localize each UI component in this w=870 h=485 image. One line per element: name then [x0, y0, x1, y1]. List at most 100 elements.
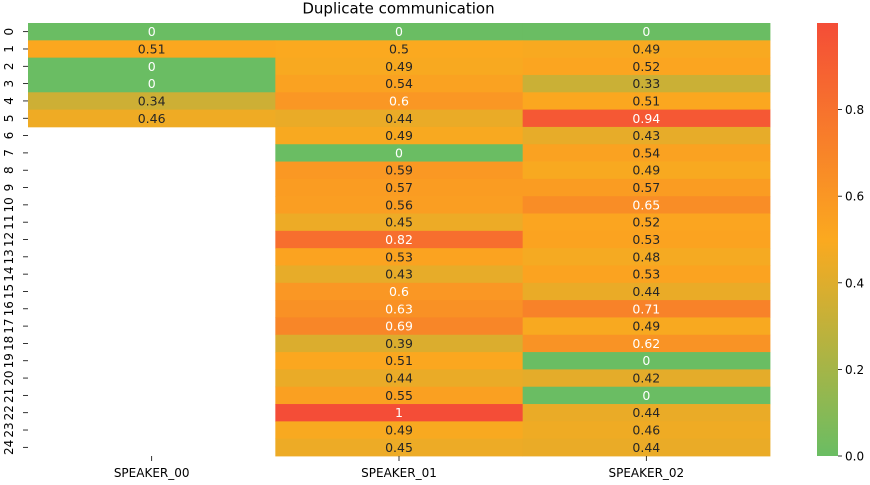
heatmap-cell	[522, 438, 771, 457]
heatmap-cell	[522, 248, 771, 266]
heatmap-cell	[275, 404, 524, 422]
cell-value-label: 0.65	[632, 197, 660, 212]
y-tick-label: 6	[2, 132, 16, 140]
heatmap-cell	[522, 109, 771, 128]
y-tick-label: 19	[2, 353, 16, 368]
cell-value-label: 0.94	[632, 111, 660, 126]
cell-value-label: 0.54	[385, 76, 413, 91]
heatmap-cell	[522, 265, 771, 284]
heatmap-cell	[522, 282, 771, 301]
cell-value-label: 0.46	[138, 111, 166, 126]
cell-value-label: 0.49	[632, 163, 660, 178]
cell-value-label: 0.53	[632, 267, 660, 282]
cell-value-label: 0	[642, 388, 650, 403]
heatmap-cell	[522, 213, 771, 232]
heatmap-cell	[275, 282, 524, 301]
heatmap-cell	[522, 369, 771, 388]
heatmap-cell	[522, 196, 771, 214]
heatmap-cell	[275, 178, 524, 197]
cell-value-label: 0.44	[632, 284, 660, 299]
cell-value-label: 0.57	[385, 180, 413, 195]
y-tick-label: 2	[2, 62, 16, 70]
heatmap-cell	[522, 334, 771, 353]
cell-value-label: 0.62	[632, 336, 660, 351]
heatmap-cell	[522, 178, 771, 197]
heatmap-cell	[275, 369, 524, 388]
y-tick-label: 22	[2, 405, 16, 420]
y-tick-label: 16	[2, 301, 16, 316]
heatmap-cell	[522, 352, 771, 370]
cell-value-label: 0.71	[632, 301, 660, 316]
y-tick-label: 10	[2, 197, 16, 212]
y-tick-label: 0	[2, 28, 16, 36]
cell-value-label: 0.6	[389, 93, 409, 108]
cell-value-label: 0.51	[138, 41, 166, 56]
heatmap-cell	[522, 57, 771, 76]
cell-value-label: 0.51	[632, 93, 660, 108]
y-tick-label: 14	[2, 266, 16, 281]
heatmap-cell	[522, 300, 771, 318]
colorbar	[817, 23, 838, 456]
y-tick-label: 7	[2, 149, 16, 157]
cell-value-label: 0	[395, 24, 403, 39]
cell-value-label: 0.44	[385, 111, 413, 126]
heatmap-cell	[28, 109, 276, 128]
y-tick-label: 18	[2, 336, 16, 351]
y-tick-label: 8	[2, 166, 16, 174]
y-tick-label: 17	[2, 318, 16, 333]
heatmap-cell	[275, 126, 524, 145]
cell-value-label: 0.82	[385, 232, 413, 247]
heatmap-cell	[275, 352, 524, 370]
chart-title: Duplicate communication	[302, 0, 494, 18]
x-axis-ticks: SPEAKER_00 SPEAKER_01 SPEAKER_02	[114, 456, 684, 480]
heatmap-cell	[275, 421, 524, 440]
cell-value-label: 0.44	[632, 405, 660, 420]
heatmap-cell	[28, 57, 276, 76]
heatmap-cell	[275, 161, 524, 180]
cell-value-label: 0	[148, 59, 156, 74]
cell-value-label: 0.45	[385, 215, 413, 230]
cell-value-label: 0.44	[632, 440, 660, 455]
cell-value-label: 0.5	[389, 41, 409, 56]
x-tick-label: SPEAKER_01	[361, 466, 437, 480]
heatmap-cell	[275, 40, 524, 59]
y-tick-label: 9	[2, 184, 16, 192]
heatmap-cell	[275, 92, 524, 110]
cell-value-label: 1	[395, 405, 403, 420]
heatmap-cell	[275, 74, 524, 93]
cell-value-label: 0.6	[389, 284, 409, 299]
cell-value-label: 0.49	[385, 59, 413, 74]
cell-value-label: 0	[148, 24, 156, 39]
x-tick-label: SPEAKER_00	[114, 466, 190, 480]
cell-value-label: 0.57	[632, 180, 660, 195]
heatmap-cell	[275, 23, 524, 41]
heatmap-cell	[28, 92, 276, 110]
heatmap-cell	[522, 92, 771, 110]
cell-value-label: 0	[642, 353, 650, 368]
heatmap-cell	[522, 23, 771, 41]
cell-value-label: 0.56	[385, 197, 413, 212]
heatmap-cell	[275, 317, 524, 336]
colorbar-ticks: 0.0 0.2 0.4 0.6 0.8	[838, 103, 864, 464]
cell-value-label: 0.33	[632, 76, 660, 91]
cell-value-label: 0	[642, 24, 650, 39]
heatmap-cell	[275, 248, 524, 266]
heatmap-cell	[522, 421, 771, 440]
cell-value-label: 0.55	[385, 388, 413, 403]
cell-value-label: 0.43	[632, 128, 660, 143]
colorbar-tick-label: 0.2	[845, 363, 864, 377]
heatmap-cell	[275, 57, 524, 76]
heatmap-cell	[522, 404, 771, 422]
y-tick-label: 15	[2, 284, 16, 299]
heatmap-cell	[522, 317, 771, 336]
y-tick-label: 11	[2, 215, 16, 230]
heatmap-cell	[522, 126, 771, 145]
cell-value-label: 0.48	[632, 249, 660, 264]
cell-value-label: 0.45	[385, 440, 413, 455]
y-tick-label: 24	[2, 440, 16, 455]
heatmap-cell	[522, 230, 771, 249]
heatmap-cell	[275, 144, 524, 162]
heatmap-cell	[522, 161, 771, 180]
